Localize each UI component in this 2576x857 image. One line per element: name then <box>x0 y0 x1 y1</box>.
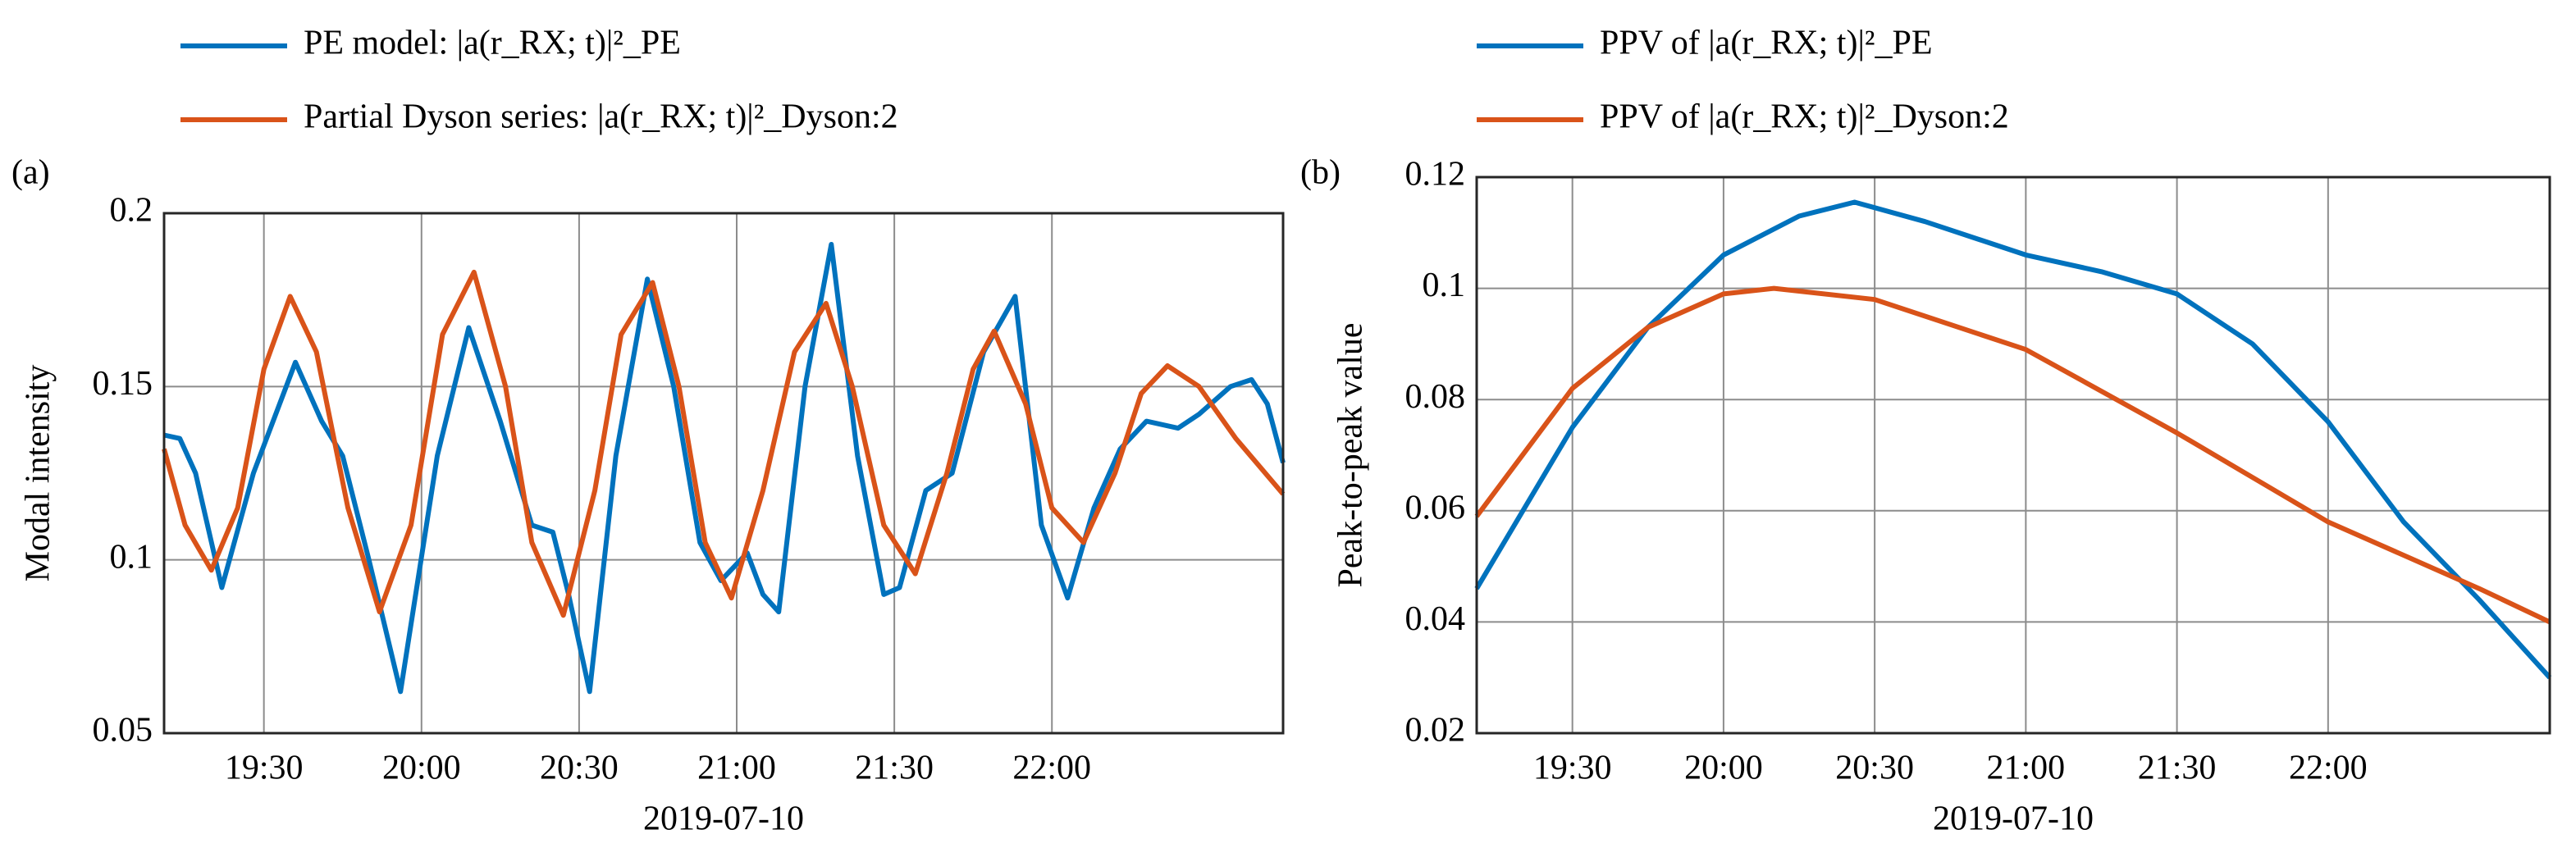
legend-label: Partial Dyson series: |a(r_RX; t)|²_Dyso… <box>304 98 898 136</box>
x-tick-label: 19:30 <box>1533 750 1612 787</box>
x-tick-label: 20:30 <box>1835 750 1914 787</box>
x-axis-label: 2019-07-10 <box>643 800 804 838</box>
data-line <box>162 269 1286 618</box>
legend-label: PPV of |a(r_RX; t)|²_Dyson:2 <box>1600 98 2009 136</box>
legend-label: PE model: |a(r_RX; t)|²_PE <box>304 25 681 62</box>
x-tick-label: 21:00 <box>697 750 776 787</box>
y-tick-label: 0.04 <box>1405 600 1466 638</box>
y-tick-label: 0.2 <box>110 192 153 230</box>
y-tick-label: 0.05 <box>93 712 153 750</box>
x-tick-label: 22:00 <box>1012 750 1091 787</box>
y-tick-label: 0.15 <box>93 365 153 403</box>
x-axis-label: 2019-07-10 <box>1933 800 2094 838</box>
y-tick-label: 0.08 <box>1405 378 1466 416</box>
x-tick-label: 20:00 <box>1684 750 1763 787</box>
plot-frame <box>1475 176 2551 735</box>
y-axis-label: Modal intensity <box>20 365 57 582</box>
y-tick-label: 0.1 <box>1423 267 1466 304</box>
x-tick-label: 21:30 <box>855 750 934 787</box>
legend-label: PPV of |a(r_RX; t)|²_PE <box>1600 25 1932 62</box>
plot-frame <box>162 212 1285 735</box>
y-axis-label: Peak-to-peak value <box>1332 322 1370 587</box>
x-tick-label: 20:30 <box>540 750 619 787</box>
y-tick-label: 0.1 <box>110 538 153 576</box>
data-line <box>1474 285 2551 625</box>
y-tick-label: 0.02 <box>1405 712 1466 750</box>
y-tick-label: 0.06 <box>1405 489 1466 527</box>
x-tick-label: 20:00 <box>382 750 461 787</box>
panel-label: (b) <box>1300 154 1341 192</box>
y-tick-label: 0.12 <box>1405 156 1466 194</box>
panel-label: (a) <box>11 154 50 192</box>
x-tick-label: 21:30 <box>2138 750 2217 787</box>
x-tick-label: 22:00 <box>2289 750 2368 787</box>
x-tick-label: 21:00 <box>1987 750 2066 787</box>
x-tick-label: 19:30 <box>225 750 304 787</box>
data-line <box>1474 199 2552 680</box>
